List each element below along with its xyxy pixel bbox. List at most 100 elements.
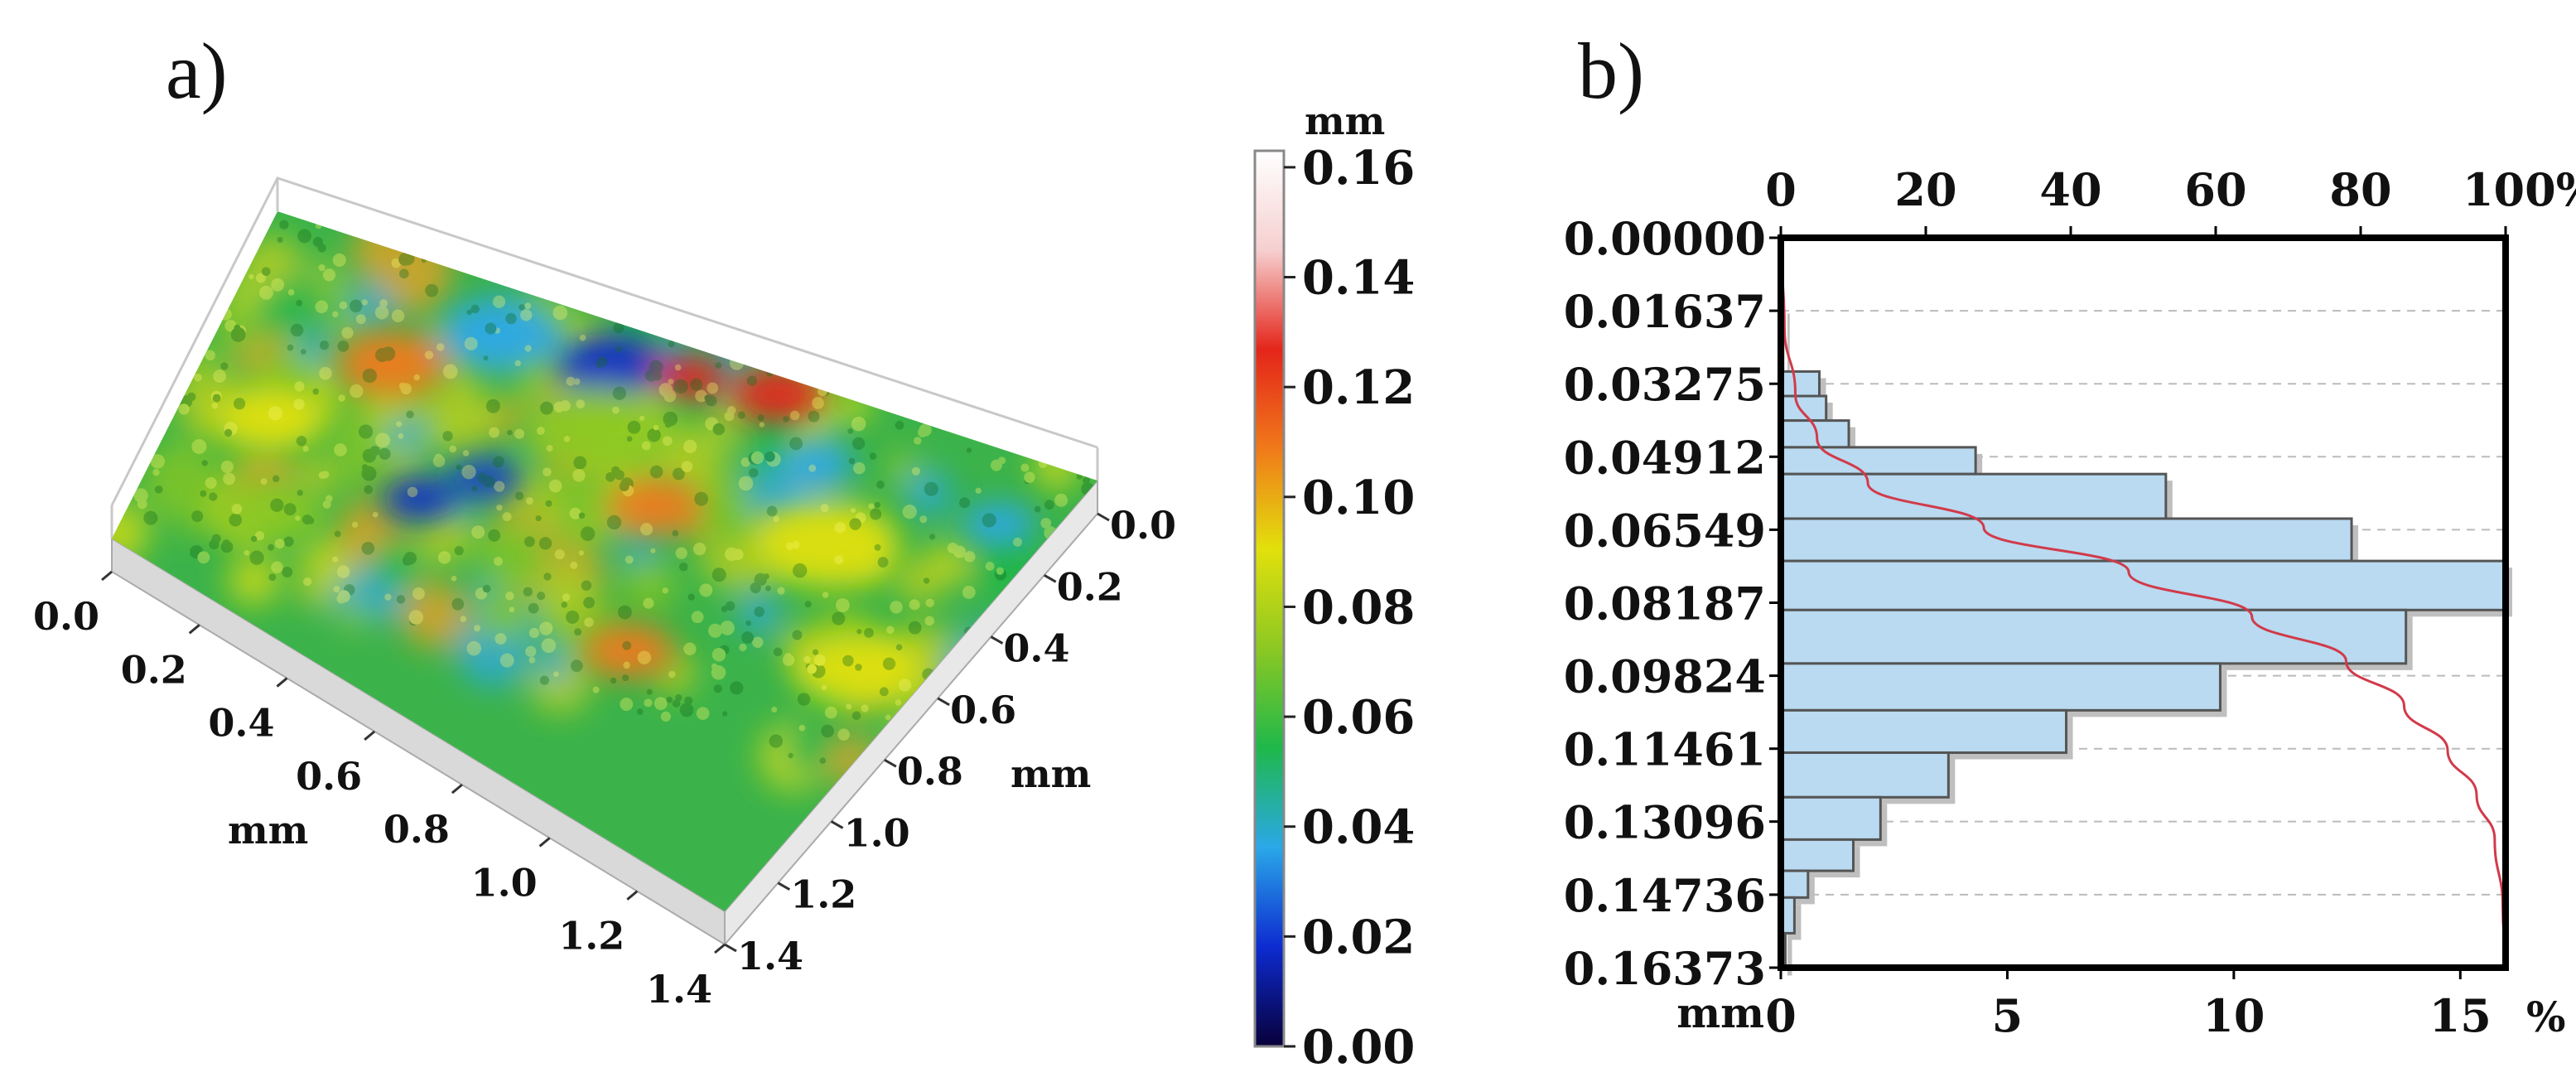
surface-grain [212, 394, 221, 403]
surface-grain [982, 513, 996, 528]
surface-grain [909, 599, 920, 611]
surface-grain [283, 536, 294, 547]
surface-grain [369, 446, 380, 456]
colorbar-tick-label: 0.02 [1302, 910, 1415, 964]
surface-grain [539, 675, 550, 685]
surface-grain [687, 593, 695, 601]
x-axis-tick [626, 890, 639, 901]
surface-grain [563, 436, 571, 442]
surface-grain [451, 597, 465, 611]
surface-grain [523, 587, 533, 597]
surface-grain [877, 557, 889, 568]
surface-grain [318, 263, 326, 272]
surface-grain [639, 415, 645, 422]
surface-grain [713, 684, 722, 693]
colorbar-tick-label: 0.10 [1302, 471, 1415, 525]
surface-grain [885, 714, 891, 721]
surface-grain [566, 610, 580, 624]
surface-grain [890, 601, 903, 614]
surface-grain [525, 645, 537, 657]
surface-grain [514, 428, 525, 439]
surface-grain [997, 456, 1006, 465]
surface-grain [254, 531, 265, 541]
surface-grain [475, 587, 488, 600]
surface-grain [919, 515, 928, 524]
surface-grain [223, 472, 236, 485]
surface-grain [556, 307, 564, 315]
surface-grain [745, 620, 751, 626]
surface-grain [333, 586, 340, 593]
surface-grain [763, 573, 769, 580]
surface-grain [220, 540, 234, 553]
surface-grain [649, 360, 663, 374]
surface-texture-patch [291, 265, 326, 301]
y-axis-tick-label: 0.16373 [1564, 942, 1766, 995]
surface-grain [261, 267, 271, 277]
surface-grain [332, 556, 339, 563]
surface-grain [708, 623, 722, 638]
surface-grain [401, 252, 415, 266]
surface-grain [537, 592, 546, 601]
surface-grain [361, 299, 368, 306]
x-axis-bottom-tick-label: 0 [1765, 989, 1797, 1042]
surface-grain [536, 427, 545, 435]
surface-grain [374, 306, 389, 320]
surface-grain [552, 305, 568, 321]
surface-grain [200, 490, 207, 497]
surface-grain [337, 341, 350, 352]
surface-grain [660, 711, 671, 722]
surface-grain [924, 481, 938, 496]
histogram-bar [1779, 370, 1821, 398]
surface-grain [197, 551, 210, 564]
histogram-bar [1779, 608, 2408, 665]
surface-grain [596, 356, 608, 368]
surface-grain [668, 379, 674, 385]
surface-grain [317, 244, 326, 253]
surface-grain [851, 711, 861, 721]
surface-grain [403, 552, 417, 565]
colorbar-tick-label: 0.16 [1302, 141, 1415, 196]
surface-grain [663, 389, 677, 403]
surface-grain [615, 345, 622, 352]
surface-grain [584, 617, 594, 627]
y-axis-tick-label: 0.0 [1110, 503, 1176, 548]
surface-grain [958, 497, 971, 509]
surface-grain [408, 610, 424, 625]
cumulative-curve [1779, 237, 2507, 968]
colorbar-unit-label: mm [1305, 99, 1385, 143]
surface-grain [805, 664, 812, 669]
surface-texture-patch [904, 469, 953, 517]
surface-grain [461, 465, 476, 480]
surface-grain [681, 461, 693, 473]
surface-grain [789, 410, 800, 421]
surface-grain [696, 707, 710, 720]
surface-grain [750, 582, 761, 594]
surface-grain [649, 465, 663, 479]
x-axis-tick-label: 0.8 [384, 807, 450, 852]
surface-grain [398, 268, 409, 279]
surface-grain [620, 698, 634, 711]
surface-grain [152, 468, 160, 476]
surface-grain [398, 382, 407, 390]
surface-texture-patch [298, 455, 340, 497]
surface-grain [364, 485, 374, 495]
surface-grain [545, 500, 552, 507]
surface-grain [908, 621, 922, 635]
surface-grain [576, 399, 586, 408]
surface-grain [505, 312, 517, 325]
surface-plot-panel: 0.0 0.2 0.4 0.6 0.8 1.0 1.2 1.4 mm 0.0 0.2 0.4 0.6 0.… [33, 176, 1176, 1012]
surface-grain [759, 422, 765, 427]
surface-grain [1020, 463, 1030, 472]
surface-grain [1044, 500, 1054, 510]
surface-texture-patch [415, 505, 473, 563]
histogram-bar [1779, 446, 1977, 476]
histogram-bar [1779, 838, 1855, 872]
surface-grain [488, 529, 501, 542]
surface-grain [234, 398, 246, 410]
surface-grain [339, 301, 348, 310]
x-axis-tick-label: 0.4 [208, 701, 274, 746]
surface-grain [248, 273, 254, 280]
surface-grain [326, 495, 333, 503]
surface-grain [362, 448, 377, 463]
surface-grain [836, 598, 850, 612]
